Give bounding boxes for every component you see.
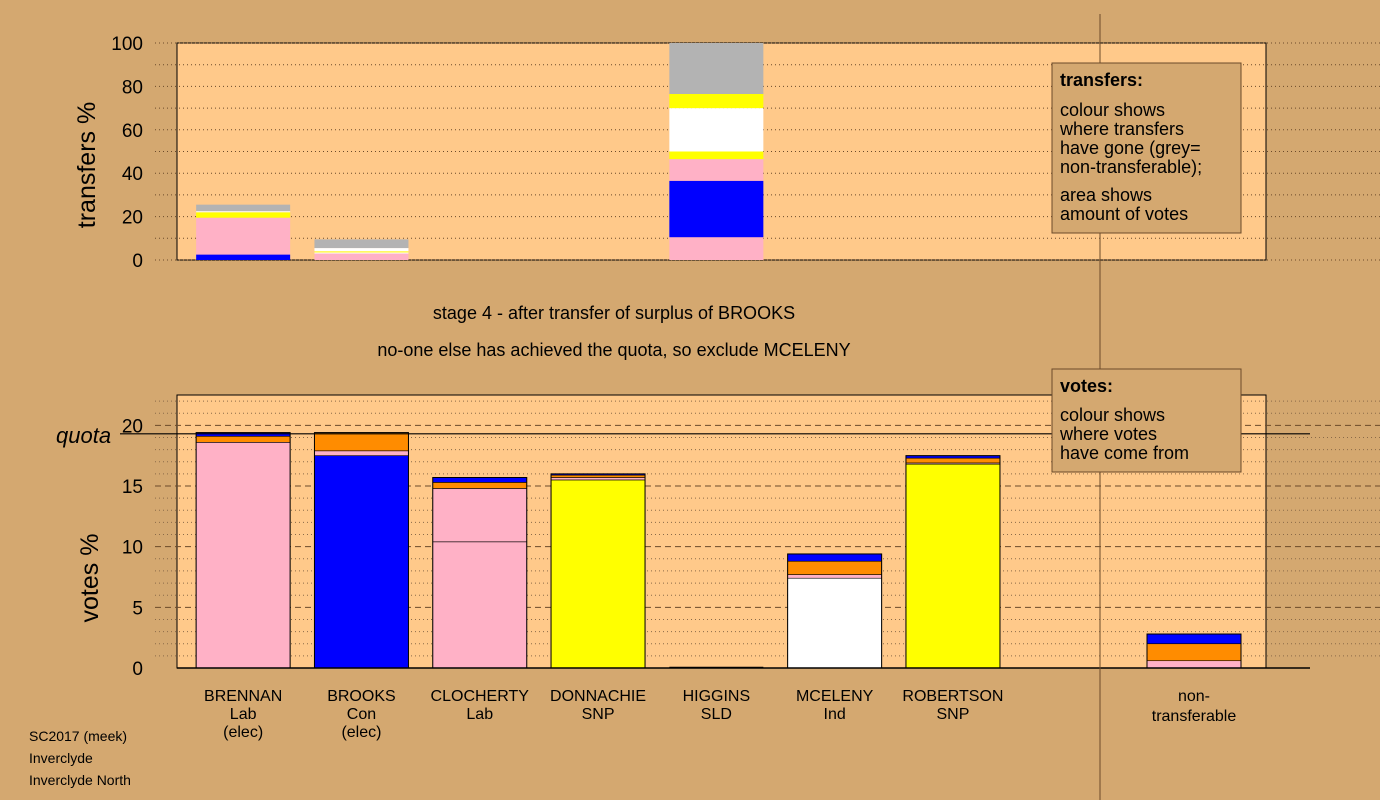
footer-ward: Inverclyde North [29,772,131,788]
transfers-bar-segment [669,93,764,109]
votes-ticks: 0 5 10 15 20 [122,416,143,680]
candidate-label: Con [347,706,376,723]
transfers-tick-label: 80 [122,77,143,98]
transfers-bar-segment [314,252,409,254]
candidate-labels: BRENNANLab(elec)BROOKSCon(elec)CLOCHERTY… [204,688,1236,741]
candidate-label: SNP [582,706,615,723]
footer-election: SC2017 (meek) [29,728,127,744]
votes-bar-segment [1146,633,1242,645]
transfers-bar-segment [314,251,409,253]
transfers-bar-segment [669,108,764,152]
candidate-label: SLD [701,706,732,723]
votes-bar-segment [1146,643,1242,662]
candidate-label: MCELENY [796,688,874,705]
transfers-bar-segment [314,253,409,260]
transfers-legend-title: transfers: [1060,70,1143,90]
transfers-bars [196,43,764,260]
transfers-bar-segment [196,217,291,255]
transfers-bar-segment [669,151,764,160]
votes-legend: votes: colour shows where votes have com… [1051,368,1242,473]
transfers-bar-segment [196,254,291,260]
transfers-bar-segment [669,237,764,260]
votes-bar-segment [905,463,1001,669]
votes-bar-segment [432,541,528,669]
candidate-label: Lab [466,706,493,723]
votes-bars [195,432,1242,669]
votes-legend-title: votes: [1060,376,1113,396]
votes-bar-segment [787,577,882,669]
candidate-label: SNP [936,706,969,723]
stage-text: stage 4 - after transfer of surplus of B… [433,303,795,323]
candidate-label: CLOCHERTY [431,688,530,705]
transfers-tick-label: 40 [122,164,143,185]
votes-y-axis-label: votes % [76,534,104,623]
votes-tick-label: 5 [132,598,143,619]
transfers-y-axis-label: transfers % [73,102,101,228]
quota-label: quota [56,423,111,448]
votes-bar-segment [195,432,291,437]
votes-bar-segment [314,455,409,669]
candidate-label: Lab [230,706,257,723]
votes-tick-label: 10 [122,538,143,559]
transfers-legend-line-3: have gone (grey= [1060,138,1201,158]
candidate-label: BROOKS [327,688,395,705]
transfers-bar-segment [314,248,409,252]
transfers-legend-line-1: colour shows [1060,100,1165,120]
votes-bar-segment [432,488,528,543]
votes-bar-segment [195,435,291,443]
votes-legend-line-1: colour shows [1060,405,1165,425]
votes-bar-segment [1146,660,1242,669]
votes-bar-segment [550,479,646,669]
votes-bar-segment [550,474,646,478]
non-transferable-label: transferable [1152,708,1237,725]
votes-bar-segment [787,553,882,562]
candidate-label: (elec) [223,724,263,741]
action-text: no-one else has achieved the quota, so e… [377,340,850,360]
votes-tick-label: 15 [122,477,143,498]
transfers-bar-segment [669,43,764,94]
votes-bar-segment [314,450,409,456]
transfers-legend-line-2: where transfers [1059,119,1184,139]
votes-bar-segment [905,457,1001,464]
transfers-legend-line-6: amount of votes [1060,204,1188,224]
votes-tick-label: 20 [122,416,143,437]
transfers-bar-segment [196,212,291,218]
transfers-bar-segment [669,159,764,181]
votes-bar-segment [432,477,528,483]
transfers-bar-segment [669,180,764,238]
transfers-bar-segment [314,239,409,249]
votes-legend-line-3: have come from [1060,443,1189,463]
candidate-label: (elec) [341,724,381,741]
candidate-label: DONNACHIE [550,688,646,705]
transfers-ticks: 0 20 40 60 80 100 [111,34,143,272]
transfers-tick-label: 0 [132,251,143,272]
footer-council: Inverclyde [29,750,93,766]
transfers-legend-line-5: area shows [1060,185,1152,205]
candidate-label: ROBERTSON [902,688,1003,705]
votes-bar-segment [195,442,291,669]
transfers-legend: transfers: colour shows where transfers … [1051,62,1242,234]
votes-bar-segment [550,477,646,481]
candidate-label: HIGGINS [683,688,751,705]
votes-legend-line-2: where votes [1059,424,1157,444]
transfers-bar-segment [196,211,291,213]
transfers-tick-label: 100 [111,34,143,55]
votes-tick-label: 0 [132,659,143,680]
votes-bar-segment [432,482,528,489]
transfers-bar-segment [196,204,291,212]
transfers-tick-label: 60 [122,121,143,142]
candidate-label: Ind [824,706,846,723]
candidate-label: BRENNAN [204,688,282,705]
transfers-tick-label: 20 [122,208,143,229]
votes-bar-segment [787,560,882,575]
transfers-legend-line-4: non-transferable); [1060,157,1202,177]
non-transferable-label: non- [1178,688,1210,705]
votes-bar-segment [787,574,882,579]
votes-bar-segment [314,432,409,452]
